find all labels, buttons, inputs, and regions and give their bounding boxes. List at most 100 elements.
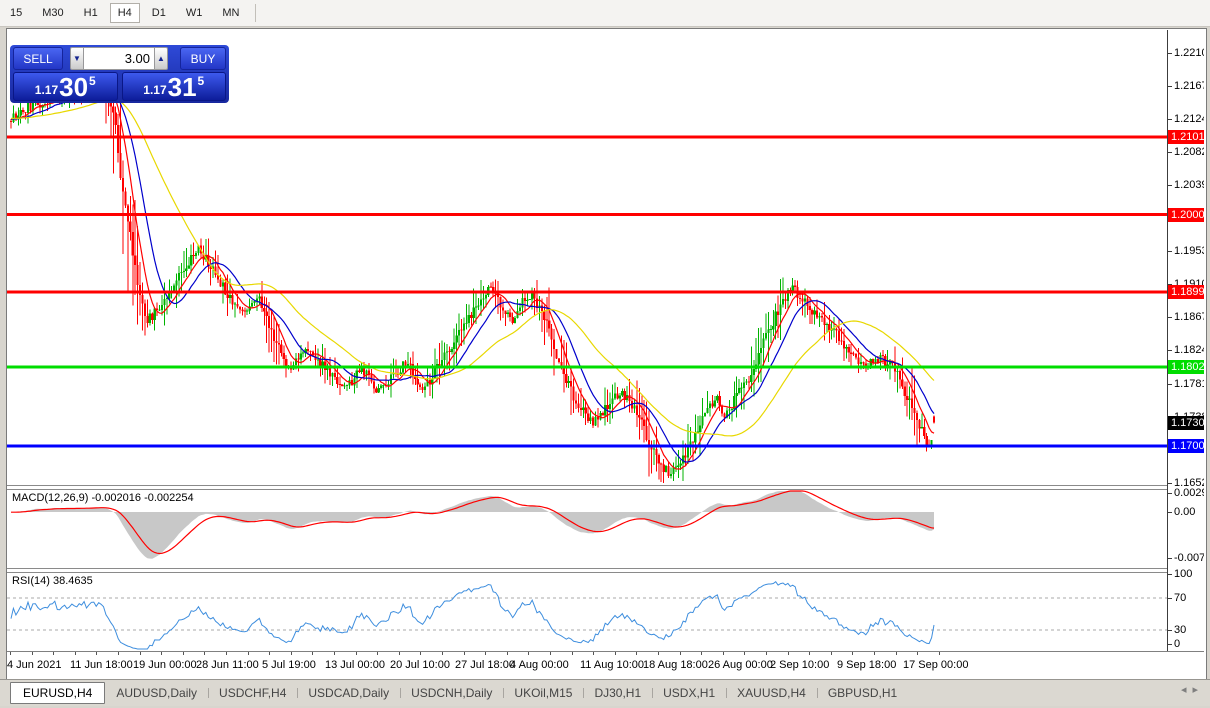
time-tick-label: 13 Jul 00:00 <box>325 659 385 671</box>
chart-tab-usdcnh[interactable]: USDCNH,Daily <box>400 683 503 703</box>
chart-tab-usdx[interactable]: USDX,H1 <box>652 683 726 703</box>
sell-price-big: 30 <box>59 72 89 102</box>
axis-tick-mark <box>1168 119 1172 120</box>
time-tick-mark <box>312 652 313 655</box>
volume-input[interactable] <box>84 47 154 70</box>
axis-tick-mark <box>1168 86 1172 87</box>
tab-scroll-right-icon[interactable]: ▸ <box>1192 684 1204 696</box>
time-tick-mark <box>442 652 443 655</box>
price-level-label: 1.18998 <box>1168 285 1204 299</box>
toolbar-divider <box>255 4 257 22</box>
axis-tick-mark <box>1168 483 1172 484</box>
time-tick-label: 11 Jun 18:00 <box>70 659 133 671</box>
time-tick-label: 4 Aug 00:00 <box>510 659 569 671</box>
chart-tab-audusd[interactable]: AUDUSD,Daily <box>116 686 198 700</box>
chart-tab-usdchf[interactable]: USDCHF,H4 <box>208 683 297 703</box>
rsi-tick-label: 100 <box>1174 568 1193 580</box>
price-tick-label: 1.18670 <box>1174 311 1204 323</box>
time-tick-mark <box>852 652 853 655</box>
time-axis[interactable]: 4 Jun 2021 11 Jun 18:00 19 Jun 00:00 28 Jun… <box>7 651 1204 678</box>
price-level-label: 1.18024 <box>1168 360 1204 374</box>
time-tick-mark <box>939 652 940 655</box>
timeframe-button-m30[interactable]: M30 <box>42 7 64 19</box>
price-tick-label: 1.20390 <box>1174 179 1204 191</box>
timeframe-button-mn[interactable]: MN <box>222 7 240 19</box>
macd-plot[interactable] <box>7 490 1167 568</box>
time-tick-mark <box>248 652 249 655</box>
time-tick-mark <box>464 652 465 655</box>
volume-increase-button[interactable]: ▲ <box>154 47 168 70</box>
rsi-tick-label: 0 <box>1174 638 1181 650</box>
time-tick-mark <box>809 652 810 655</box>
chart-tab-xauusd[interactable]: XAUUSD,H4 <box>726 683 817 703</box>
axis-tick-mark <box>1168 317 1172 318</box>
rsi-plot[interactable] <box>7 573 1167 651</box>
time-tick-mark <box>615 652 616 655</box>
time-tick-label: 9 Sep 18:00 <box>837 659 897 671</box>
price-axis[interactable]: 1.221001.216701.212401.208201.203901.199… <box>1167 30 1204 651</box>
time-tick-mark <box>593 652 594 655</box>
axis-tick-mark <box>1168 53 1172 54</box>
chart-tab-ukoil[interactable]: UKOil,M15 <box>503 683 583 703</box>
time-tick-mark <box>636 652 637 655</box>
macd-tick-label: 0.00 <box>1174 506 1196 518</box>
timeframe-button-15[interactable]: 15 <box>10 7 23 19</box>
time-tick-mark <box>356 652 357 655</box>
time-tick-mark <box>377 652 378 655</box>
price-level-label: 1.20004 <box>1168 208 1204 222</box>
rsi-label: RSI(14) 38.4635 <box>12 575 93 587</box>
chart-tab-gbpusd[interactable]: GBPUSD,H1 <box>816 683 908 703</box>
time-tick-label: 5 Jul 19:00 <box>262 659 316 671</box>
chart-tab-usdcad[interactable]: USDCAD,Daily <box>297 683 400 703</box>
macd-tick-label: 0.002947 <box>1174 487 1204 499</box>
time-tick-mark <box>420 652 421 655</box>
macd-splitter[interactable] <box>7 485 1204 490</box>
rsi-tick-label: 70 <box>1174 592 1187 604</box>
chart-tab-eurusd[interactable]: EURUSD,H4 <box>10 682 106 704</box>
time-tick-mark <box>226 652 227 655</box>
axis-tick-mark <box>1168 152 1172 153</box>
time-tick-mark <box>269 652 270 655</box>
rsi-tick-label: 30 <box>1174 624 1187 636</box>
axis-tick-mark <box>1168 630 1172 631</box>
chart-tab-bar: EURUSD,H4 AUDUSD,Daily USDCHF,H4 USDCAD,Dai… <box>0 679 1210 706</box>
axis-tick-mark <box>1168 384 1172 385</box>
price-tick-label: 1.20820 <box>1174 146 1204 158</box>
timeframe-button-d1[interactable]: D1 <box>151 7 166 19</box>
time-tick-mark <box>874 652 875 655</box>
chart-tab-dj30[interactable]: DJ30,H1 <box>583 683 652 703</box>
sell-price-button[interactable]: 1.17 30 5 <box>13 72 118 101</box>
timeframe-button-w1[interactable]: W1 <box>185 7 203 19</box>
axis-tick-mark <box>1168 512 1172 513</box>
volume-decrease-button[interactable]: ▼ <box>70 47 84 70</box>
timeframe-button-h1[interactable]: H1 <box>83 7 98 19</box>
rsi-splitter[interactable] <box>7 568 1204 573</box>
tab-scroll-left-icon[interactable]: ◂ <box>1180 684 1193 696</box>
axis-tick-mark <box>1168 350 1172 351</box>
time-tick-mark <box>528 652 529 655</box>
price-tick-label: 1.21670 <box>1174 80 1204 92</box>
price-tick-label: 1.16520 <box>1174 477 1204 489</box>
macd-tick-label: -0.007153 <box>1174 552 1204 564</box>
time-tick-label: 28 Jun 11:00 <box>196 659 259 671</box>
time-tick-mark <box>53 652 54 655</box>
time-tick-mark <box>507 652 508 655</box>
time-tick-mark <box>32 652 33 655</box>
time-tick-label: 17 Sep 00:00 <box>903 659 969 671</box>
time-tick-mark <box>96 652 97 655</box>
buy-price-prefix: 1.17 <box>143 83 167 97</box>
candlestick-plot[interactable] <box>7 30 1167 485</box>
price-tick-label: 1.22100 <box>1174 47 1204 59</box>
buy-button[interactable]: BUY <box>180 47 226 70</box>
current-price-label: 1.17302 <box>1168 416 1204 430</box>
time-tick-mark <box>723 652 724 655</box>
price-level-label: 1.21010 <box>1168 130 1204 144</box>
time-tick-label: 20 Jul 10:00 <box>390 659 450 671</box>
time-tick-label: 18 Aug 18:00 <box>643 659 708 671</box>
timeframe-button-h4[interactable]: H4 <box>109 3 140 23</box>
sell-button[interactable]: SELL <box>13 47 63 70</box>
time-tick-mark <box>766 652 767 655</box>
axis-tick-mark <box>1168 284 1172 285</box>
buy-price-button[interactable]: 1.17 31 5 <box>121 72 226 101</box>
